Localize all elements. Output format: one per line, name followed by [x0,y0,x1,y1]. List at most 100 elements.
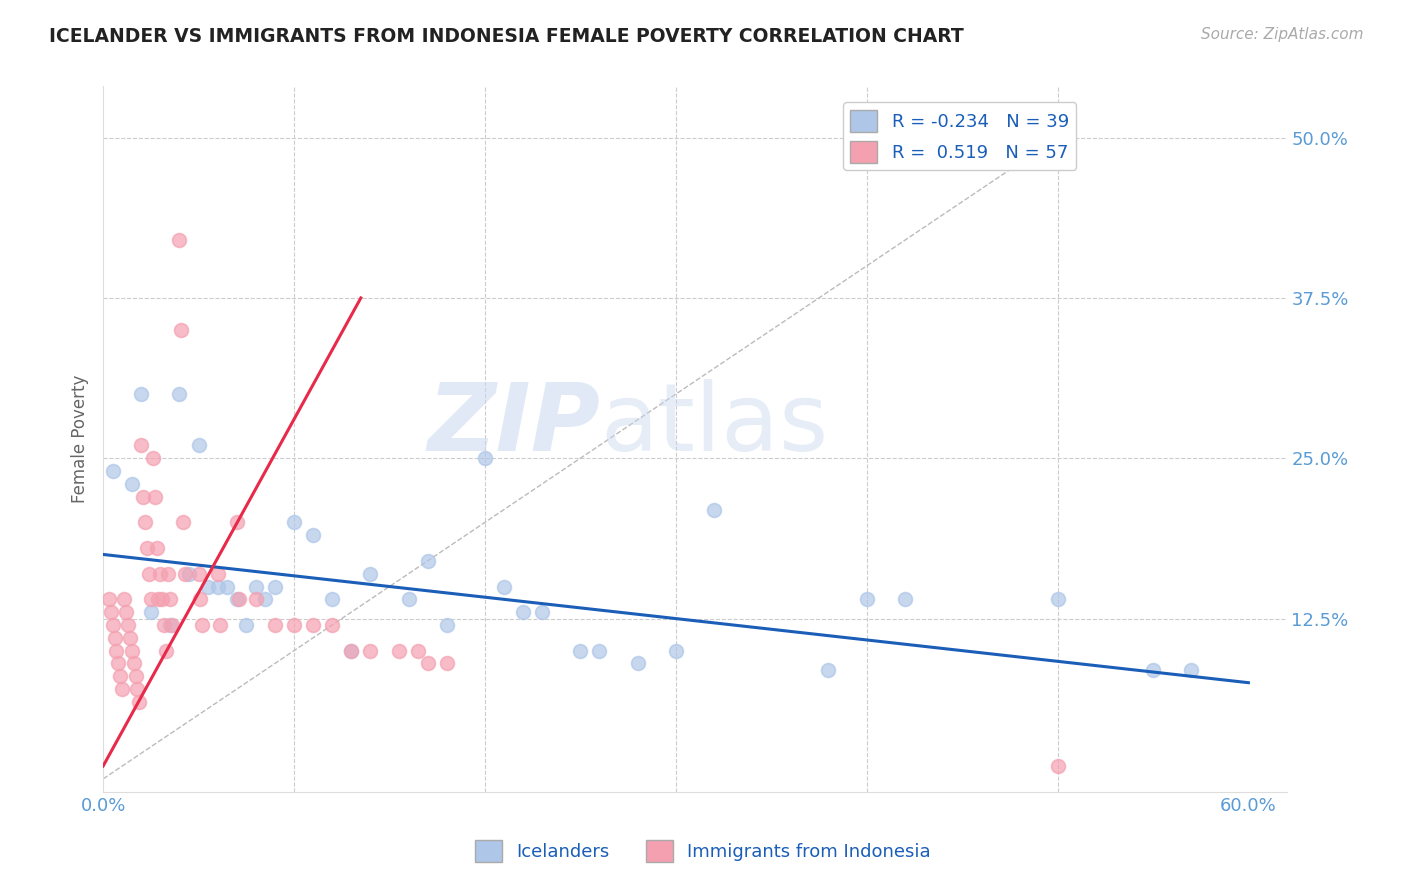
Point [148,592,170,607]
Point [894,592,917,607]
Point [225,592,247,607]
Legend: R = -0.234   N = 39, R =  0.519   N = 57: R = -0.234 N = 39, R = 0.519 N = 57 [844,103,1077,170]
Point [302,528,325,542]
Y-axis label: Female Poverty: Female Poverty [72,375,89,503]
Point [207,580,229,594]
Point [416,657,439,671]
Point [159,592,181,607]
Point [388,643,411,657]
Point [112,592,135,607]
Point [1180,663,1202,677]
Point [118,631,141,645]
Point [474,451,496,466]
Point [124,669,146,683]
Point [245,580,267,594]
Point [177,566,200,581]
Point [197,580,219,594]
Point [321,592,343,607]
Point [131,387,153,401]
Point [122,657,145,671]
Point [817,663,839,677]
Point [207,566,229,581]
Point [492,580,515,594]
Point [588,643,610,657]
Point [340,643,363,657]
Point [235,618,257,632]
Point [283,516,305,530]
Point [228,592,250,607]
Point [100,605,122,619]
Point [101,464,124,478]
Point [142,451,165,466]
Point [172,516,194,530]
Point [132,490,155,504]
Point [155,643,177,657]
Point [145,541,167,555]
Point [131,438,153,452]
Point [283,618,305,632]
Point [340,643,363,657]
Point [150,592,173,607]
Point [159,618,181,632]
Point [110,669,132,683]
Point [225,516,247,530]
Point [1046,759,1069,773]
Point [398,592,420,607]
Point [1142,663,1164,677]
Point [512,605,534,619]
Point [149,566,172,581]
Point [406,643,429,657]
Point [416,554,439,568]
Point [121,643,143,657]
Point [170,323,193,337]
Point [153,618,176,632]
Point [117,618,139,632]
Point [187,438,209,452]
Text: atlas: atlas [600,379,828,471]
Point [136,541,159,555]
Point [138,566,160,581]
Point [626,657,648,671]
Point [169,387,191,401]
Point [208,618,231,632]
Point [436,618,458,632]
Point [157,566,180,581]
Point [174,566,197,581]
Point [127,682,149,697]
Point [245,592,267,607]
Point [531,605,554,619]
Point [217,580,239,594]
Point [855,592,877,607]
Legend: Icelanders, Immigrants from Indonesia: Icelanders, Immigrants from Indonesia [468,833,938,870]
Point [665,643,688,657]
Point [143,490,166,504]
Point [115,605,138,619]
Text: ICELANDER VS IMMIGRANTS FROM INDONESIA FEMALE POVERTY CORRELATION CHART: ICELANDER VS IMMIGRANTS FROM INDONESIA F… [49,27,965,45]
Point [569,643,592,657]
Point [128,695,150,709]
Text: ZIP: ZIP [427,379,600,471]
Point [169,233,191,247]
Point [139,605,162,619]
Point [264,618,287,632]
Point [191,618,214,632]
Point [139,592,162,607]
Point [436,657,458,671]
Point [703,502,725,516]
Point [97,592,120,607]
Point [121,477,143,491]
Point [359,643,381,657]
Point [302,618,325,632]
Point [254,592,277,607]
Point [103,631,125,645]
Point [134,516,156,530]
Point [359,566,381,581]
Text: Source: ZipAtlas.com: Source: ZipAtlas.com [1201,27,1364,42]
Point [160,618,183,632]
Point [111,682,134,697]
Point [101,618,124,632]
Point [264,580,287,594]
Point [190,592,212,607]
Point [105,643,128,657]
Point [1046,592,1069,607]
